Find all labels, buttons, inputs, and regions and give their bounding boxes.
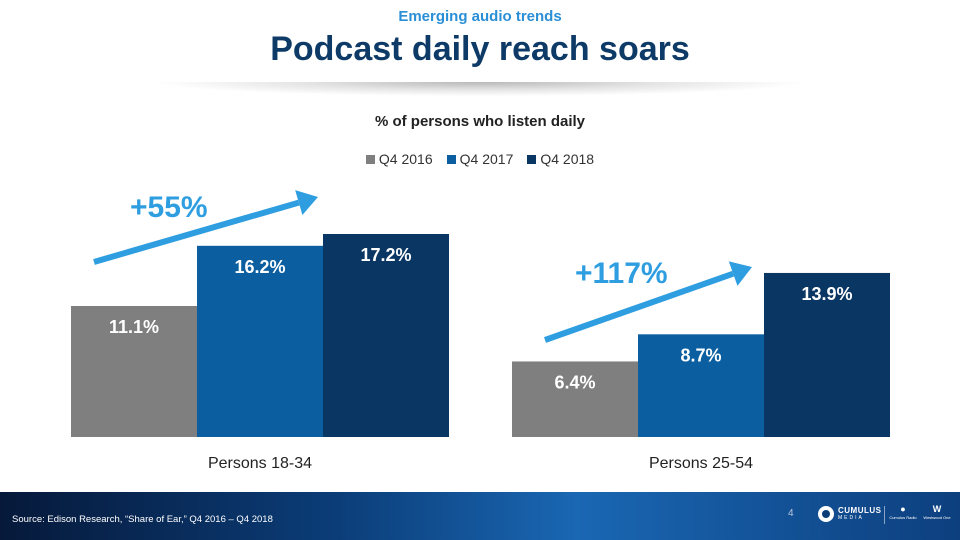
legend-item-q4-2018: Q4 2018 [527, 151, 594, 167]
growth-annotation: +117% [575, 257, 668, 290]
legend-swatch [446, 154, 456, 164]
category-label: Persons 25-54 [649, 455, 753, 472]
footer-bar: Source: Edison Research, “Share of Ear,”… [0, 492, 960, 540]
slide-eyebrow: Emerging audio trends [398, 8, 562, 25]
bar-chart: 11.1% 16.2% 17.2% Persons 18-34 6.4% 8.7% 13.9… [71, 190, 890, 472]
growth-annotation: +55% [130, 191, 208, 224]
bar-q4-2016-1 [512, 361, 638, 437]
westwood-logo-icon: W [932, 504, 942, 514]
cumulus-logo-icon [818, 506, 834, 522]
slide-title: Podcast daily reach soars [270, 30, 690, 68]
westwood-logo-text: Westwood One [923, 515, 951, 520]
category-label: Persons 18-34 [208, 455, 312, 472]
chart-title: % of persons who listen daily [374, 113, 586, 130]
legend-swatch [365, 154, 375, 164]
bar-data-label: 17.2% [360, 245, 411, 265]
bar-data-label: 8.7% [680, 345, 721, 365]
legend-label: Q4 2017 [459, 151, 514, 167]
growth-arrow-head-icon [728, 261, 752, 286]
cumulus-logo: CUMULUS MEDIA [818, 506, 882, 522]
cumulus-logo-text: CUMULUS [838, 506, 882, 515]
growth-arrow-head-icon [295, 190, 318, 216]
bar-data-label: 11.1% [109, 317, 159, 337]
radio-logo-icon: ● [900, 504, 906, 514]
bar-q4-2018-0 [323, 234, 449, 437]
legend-item-q4-2016: Q4 2016 [365, 151, 433, 167]
bar-data-label: 16.2% [234, 257, 285, 277]
bar-q4-2016-0 [71, 305, 197, 437]
legend-label: Q4 2016 [378, 151, 433, 167]
radio-logo-text: Cumulus Radio [889, 515, 917, 520]
legend-label: Q4 2018 [540, 151, 595, 167]
bar-q4-2017-1 [638, 334, 764, 437]
bar-data-label: 6.4% [554, 372, 595, 392]
logo-divider [884, 506, 885, 524]
cumulus-radio-logo: ● Cumulus Radio [888, 504, 918, 526]
cumulus-logo-subtext: MEDIA [838, 515, 864, 521]
page-number: 4 [788, 508, 794, 519]
legend-swatch [527, 154, 537, 164]
chart-legend: Q4 2016 Q4 2017 Q4 2018 [0, 151, 960, 167]
source-note: Source: Edison Research, “Share of Ear,”… [12, 514, 273, 525]
growth-arrow-shaft [93, 199, 300, 265]
bar-q4-2017-0 [197, 245, 323, 437]
westwood-one-logo: W Westwood One [922, 504, 952, 526]
bar-data-label: 13.9% [801, 284, 852, 304]
bar-q4-2018-1 [764, 272, 890, 437]
legend-item-q4-2017: Q4 2017 [446, 151, 514, 167]
title-divider-shadow [160, 82, 800, 96]
growth-arrow-shaft [544, 270, 735, 343]
